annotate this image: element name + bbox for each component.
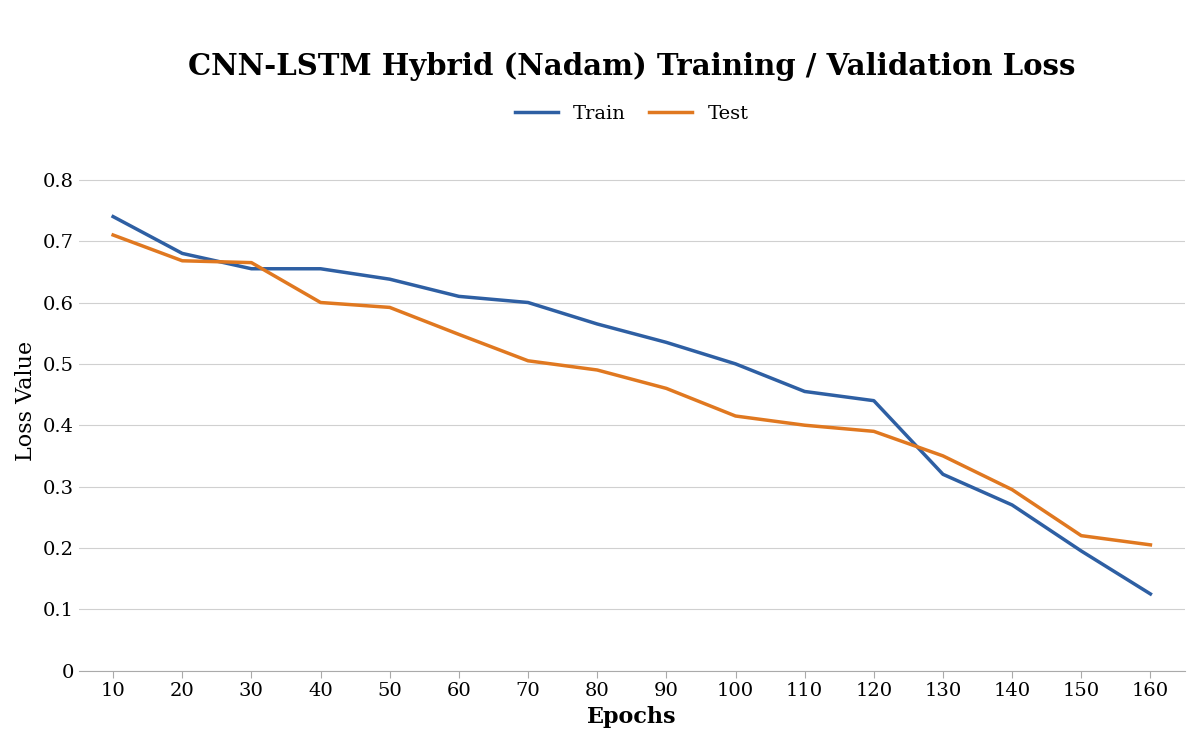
Train: [106, 212, 120, 221]
Test: [659, 384, 673, 393]
X-axis label: Epochs: Epochs: [587, 706, 677, 728]
Test: [175, 256, 190, 265]
Test: [383, 303, 397, 312]
Train: [590, 319, 605, 328]
Train: [1074, 547, 1088, 556]
Title: CNN-LSTM Hybrid (Nadam) Training / Validation Loss: CNN-LSTM Hybrid (Nadam) Training / Valid…: [188, 52, 1075, 81]
Test: [106, 230, 120, 239]
Train: [521, 298, 535, 307]
Test: [521, 357, 535, 366]
Train: [1144, 589, 1158, 598]
Train: [245, 265, 259, 273]
Legend: Train, Test: Train, Test: [508, 97, 756, 131]
Test: [728, 412, 743, 421]
Test: [590, 366, 605, 374]
Test: [798, 421, 812, 429]
Line: Test: Test: [113, 235, 1151, 545]
Y-axis label: Loss Value: Loss Value: [14, 340, 37, 461]
Train: [383, 275, 397, 284]
Train: [1004, 501, 1019, 510]
Train: [313, 265, 328, 273]
Train: [936, 470, 950, 478]
Test: [451, 330, 466, 339]
Line: Train: Train: [113, 217, 1151, 594]
Train: [866, 396, 881, 405]
Train: [798, 387, 812, 396]
Test: [1144, 540, 1158, 549]
Train: [728, 360, 743, 369]
Train: [451, 292, 466, 301]
Test: [313, 298, 328, 307]
Train: [175, 249, 190, 258]
Test: [936, 452, 950, 461]
Test: [866, 427, 881, 436]
Train: [659, 338, 673, 347]
Test: [1004, 485, 1019, 494]
Test: [1074, 531, 1088, 540]
Test: [245, 258, 259, 267]
